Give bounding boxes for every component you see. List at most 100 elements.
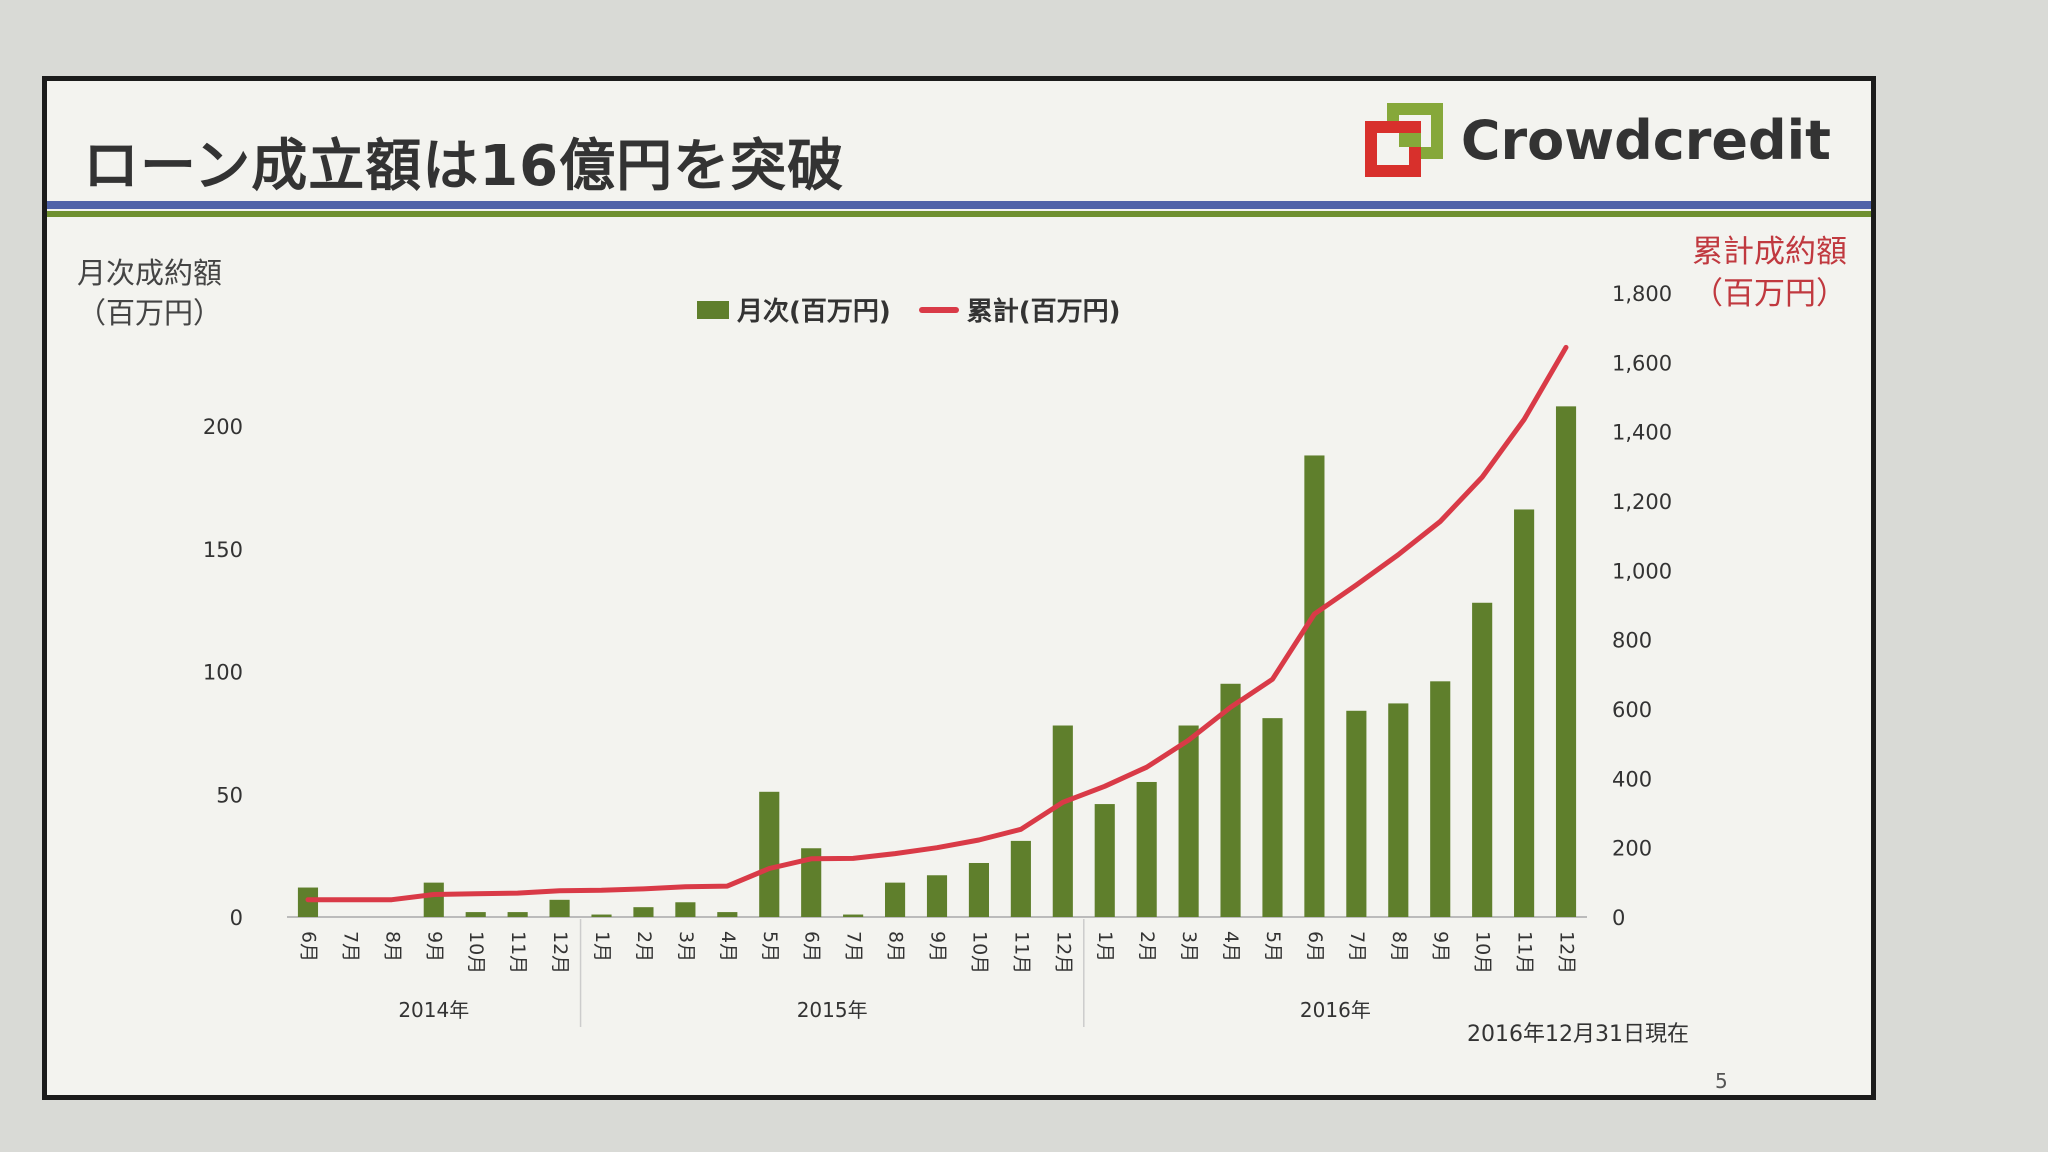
monthly-bar: [1388, 703, 1409, 917]
right-tick-label: 0: [1612, 906, 1625, 930]
month-tick-label: 1月: [591, 931, 613, 962]
right-tick-label: 1,200: [1612, 490, 1672, 514]
monthly-bar: [759, 791, 780, 917]
right-tick-label: 1,400: [1612, 421, 1672, 445]
right-axis-title-line1: 累計成約額: [1692, 234, 1847, 270]
legend-label-monthly: 月次(百万円): [737, 297, 891, 327]
legend-label-cumulative: 累計(百万円): [966, 297, 1121, 327]
month-tick-label: 7月: [339, 931, 361, 962]
right-tick-label: 400: [1612, 767, 1652, 791]
logo-text: Crowdcredit: [1460, 108, 1831, 172]
month-tick-label: 12月: [1052, 931, 1074, 974]
monthly-bar: [1220, 683, 1241, 917]
month-tick-label: 7月: [1346, 931, 1368, 962]
year-group-label: 2015年: [797, 998, 868, 1022]
monthly-bar: [465, 912, 486, 917]
month-tick-label: 1月: [1094, 931, 1116, 962]
slide-title: ローン成立額は16億円を突破: [83, 134, 845, 199]
monthly-bar: [926, 875, 948, 917]
month-tick-label: 4月: [1220, 931, 1242, 962]
monthly-bar: [1010, 840, 1031, 917]
chart-legend: 月次(百万円) 累計(百万円): [697, 291, 1121, 328]
monthly-bar: [297, 887, 319, 917]
monthly-bar: [507, 912, 528, 917]
legend-item-monthly: 月次(百万円): [697, 291, 891, 328]
monthly-bar: [843, 914, 864, 917]
month-tick-label: 3月: [675, 931, 697, 962]
left-tick-label: 50: [216, 783, 243, 807]
cumulative-line: [305, 344, 1569, 903]
legend-swatch-bar: [697, 300, 729, 319]
left-axis-title-line1: 月次成約額: [77, 256, 223, 290]
right-tick-label: 200: [1612, 837, 1652, 861]
monthly-bar: [1262, 718, 1283, 917]
month-tick-label: 7月: [843, 931, 865, 962]
month-tick-label: 9月: [1430, 931, 1452, 962]
monthly-bar: [1430, 681, 1451, 917]
slide: ローン成立額は16億円を突破 Crowdcredit 月次成約額 （百万円） 累…: [42, 76, 1876, 1100]
right-tick-label: 1,000: [1612, 559, 1672, 583]
monthly-bar: [591, 914, 612, 917]
year-group-label: 2014年: [398, 998, 469, 1022]
header-rule-blue: [47, 201, 1871, 209]
monthly-bar: [1555, 406, 1577, 917]
month-tick-label: 8月: [381, 931, 403, 962]
year-group-label: 2016年: [1300, 998, 1371, 1022]
month-tick-label: 6月: [801, 931, 823, 962]
right-tick-label: 600: [1612, 698, 1652, 722]
monthly-bar: [1136, 781, 1157, 917]
monthly-bar: [717, 912, 738, 917]
monthly-bar: [549, 899, 570, 917]
logo-mark-icon: [1364, 103, 1443, 177]
month-tick-label: 9月: [423, 931, 445, 962]
right-tick-label: 1,800: [1612, 282, 1672, 306]
month-tick-label: 11月: [1010, 931, 1032, 974]
legend-swatch-line: [918, 306, 959, 313]
month-tick-label: 2月: [1136, 931, 1158, 962]
monthly-bar: [1346, 710, 1367, 917]
crowdcredit-logo: Crowdcredit: [1364, 103, 1831, 177]
monthly-bar: [885, 882, 906, 917]
month-tick-label: 10月: [968, 931, 990, 974]
month-tick-label: 5月: [759, 931, 781, 962]
month-tick-label: 10月: [465, 931, 487, 974]
monthly-bar: [968, 862, 989, 917]
monthly-bar: [1052, 725, 1073, 917]
left-axis-title-line2: （百万円）: [77, 296, 223, 330]
month-tick-label: 4月: [717, 931, 739, 962]
month-tick-label: 10月: [1472, 931, 1494, 974]
month-tick-label: 12月: [1556, 931, 1578, 974]
monthly-bar: [1472, 602, 1493, 917]
month-tick-label: 2月: [633, 931, 655, 962]
right-axis-title-line2: （百万円）: [1692, 276, 1847, 312]
left-axis-title: 月次成約額 （百万円）: [77, 253, 222, 333]
left-tick-label: 100: [203, 661, 243, 685]
header-rule-green: [47, 211, 1871, 217]
right-tick-label: 800: [1612, 629, 1652, 653]
right-axis-title: 累計成約額 （百万円）: [1692, 231, 1847, 315]
month-tick-label: 8月: [885, 931, 907, 962]
month-tick-label: 9月: [927, 931, 949, 962]
month-tick-label: 6月: [1304, 931, 1326, 962]
as-of-date: 2016年12月31日現在: [1467, 1022, 1689, 1047]
left-tick-label: 200: [203, 415, 243, 439]
monthly-bar: [1178, 725, 1199, 917]
monthly-bar: [1514, 509, 1535, 917]
month-tick-label: 11月: [507, 931, 529, 974]
left-tick-label: 150: [203, 538, 243, 562]
monthly-bar: [423, 882, 444, 917]
legend-item-cumulative: 累計(百万円): [918, 291, 1121, 328]
month-tick-label: 6月: [297, 931, 319, 962]
month-tick-label: 5月: [1262, 931, 1284, 962]
chart-plot: 0 50 100 150 200 0 200 400 600 800 1,000 1,200 1,400…: [203, 282, 1672, 1027]
month-tick-label: 8月: [1388, 931, 1410, 962]
monthly-bar: [1094, 804, 1115, 917]
monthly-bar: [801, 848, 822, 917]
monthly-bar: [675, 902, 696, 917]
monthly-bar: [633, 907, 654, 917]
page-number: 5: [1715, 1069, 1728, 1093]
month-tick-label: 11月: [1514, 931, 1536, 974]
right-tick-label: 1,600: [1612, 351, 1672, 375]
month-tick-label: 3月: [1178, 931, 1200, 962]
month-tick-label: 12月: [549, 931, 571, 974]
